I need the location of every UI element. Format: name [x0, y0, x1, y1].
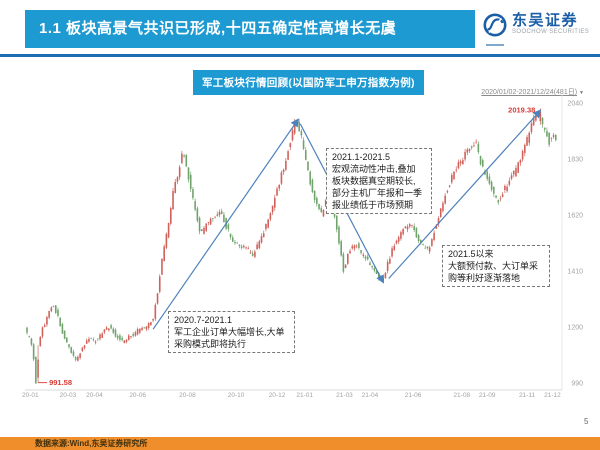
logo-company-name: 东吴证券: [512, 12, 579, 29]
svg-text:20-08: 20-08: [179, 392, 196, 399]
svg-text:1830: 1830: [567, 156, 583, 163]
svg-text:990: 990: [571, 380, 583, 387]
page-number: 5: [584, 417, 589, 426]
page-title: 1.1 板块高景气共识已形成,十四五确定性高增长无虞: [25, 10, 475, 48]
header-divider: [0, 54, 600, 57]
svg-text:21-11: 21-11: [519, 392, 536, 399]
soochow-logo-icon: [483, 13, 507, 37]
svg-text:2040: 2040: [567, 100, 583, 107]
svg-text:20-03: 20-03: [60, 392, 77, 399]
chart-title: 军工板块行情回顾(以国防军工申万指数为例): [193, 70, 424, 95]
svg-text:21-04: 21-04: [362, 392, 379, 399]
logo-seal-mark: [486, 44, 504, 46]
svg-text:21-03: 21-03: [336, 392, 353, 399]
candles-group: [26, 108, 557, 384]
svg-text:20-04: 20-04: [86, 392, 103, 399]
svg-text:20-12: 20-12: [269, 392, 286, 399]
svg-text:1200: 1200: [567, 324, 583, 331]
annotation-2021-5-prepayments: 2021.5以来 大额预付款、大订单采 购等利好逐渐落地: [442, 245, 550, 287]
chevron-down-icon: ▼: [579, 90, 584, 96]
low-price-label: 991.58: [49, 378, 72, 387]
svg-text:21-01: 21-01: [296, 392, 313, 399]
svg-text:21-06: 21-06: [405, 392, 422, 399]
annotation-2021-1-liquidity-shock: 2021.1-2021.5 宏观流动性冲击,叠加 板块数据真空期较长, 部分主机…: [326, 148, 432, 214]
svg-text:21-09: 21-09: [479, 392, 496, 399]
svg-text:1410: 1410: [567, 268, 583, 275]
svg-text:20-10: 20-10: [228, 392, 245, 399]
annotation-2020-7-order-growth: 2020.7-2021.1 军工企业订单大幅增长,大单 采购模式即将执行: [168, 311, 295, 353]
svg-text:21-12: 21-12: [544, 392, 561, 399]
company-logo: 东吴证券 SOOCHOW SECURITIES: [482, 12, 589, 46]
axis-ticks-group: 20-01 20-03 20-04 20-06 20-08 20-10 20-12 21-01…: [22, 100, 583, 399]
data-source-text: 数据来源:Wind,东吴证券研究所: [35, 439, 148, 448]
date-range-selector[interactable]: 2020/01/02-2021/12/24(481日) ▼: [481, 87, 584, 97]
peak-price-label: 2019.38: [508, 105, 535, 114]
logo-company-name-en: SOOCHOW SECURITIES: [512, 29, 590, 35]
svg-text:20-06: 20-06: [129, 392, 146, 399]
footer-source-bar: 数据来源:Wind,东吴证券研究所: [0, 437, 600, 450]
date-range-label: 2020/01/02-2021/12/24(481日): [481, 89, 578, 96]
svg-text:1620: 1620: [567, 212, 583, 219]
svg-text:20-01: 20-01: [22, 392, 39, 399]
svg-text:21-08: 21-08: [453, 392, 470, 399]
